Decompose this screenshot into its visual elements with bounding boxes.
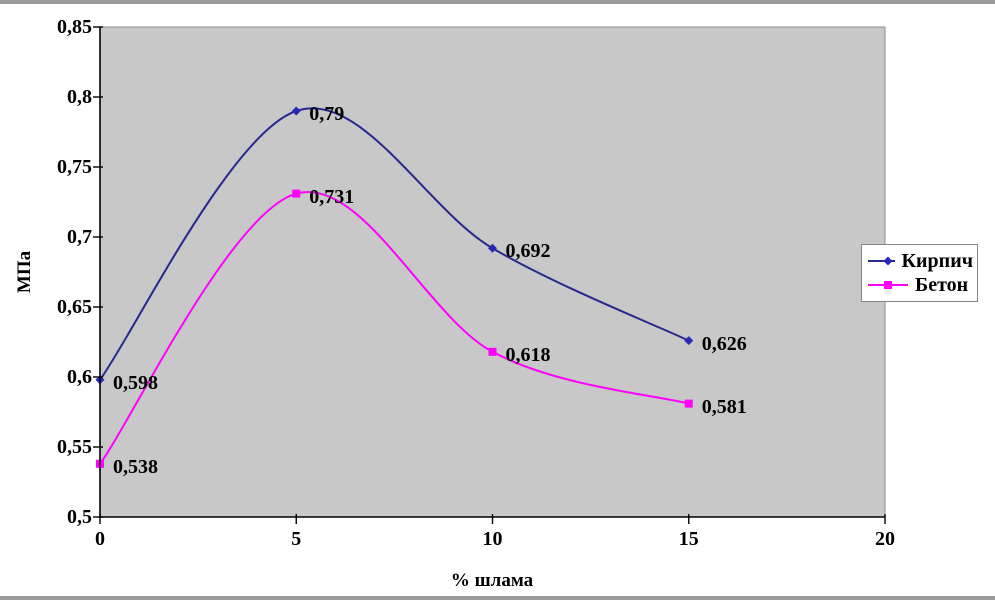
plot-area <box>99 26 886 518</box>
data-point-marker-diamond <box>684 336 694 346</box>
page-bottom-border <box>0 596 995 600</box>
y-axis-title: МПа <box>14 250 35 294</box>
data-label: 0,79 <box>309 103 345 125</box>
x-tick-label: 20 <box>875 528 895 550</box>
y-tick-label: 0,8 <box>67 86 92 108</box>
data-label: 0,731 <box>309 185 355 208</box>
data-label: 0,618 <box>505 343 551 366</box>
legend-item-kirpich: Кирпич <box>868 249 973 273</box>
data-point-marker-diamond <box>883 256 893 266</box>
y-tick-label: 0,5 <box>67 506 92 528</box>
legend-series-name: Бетон <box>915 274 969 296</box>
page-top-border <box>0 0 995 4</box>
x-axis-title: % шлама <box>450 570 534 591</box>
data-label: 0,538 <box>113 455 158 478</box>
data-label: 0,692 <box>505 240 551 263</box>
series-line-beton <box>99 190 690 465</box>
legend-line-diamond-marker-icon <box>868 256 895 266</box>
data-label: 0,598 <box>113 371 158 394</box>
x-tick-label: 10 <box>482 528 503 550</box>
y-tick-label: 0,85 <box>57 16 92 38</box>
data-label: 0,626 <box>701 332 747 355</box>
x-tick-label: 15 <box>678 528 699 550</box>
y-tick-label: 0,75 <box>57 156 92 178</box>
y-tick-label: 0,65 <box>57 296 92 318</box>
y-tick-label: 0,55 <box>57 436 92 458</box>
legend-line-square-marker-icon <box>868 281 908 289</box>
data-point-marker-square <box>488 347 497 356</box>
legend: Кирпич Бетон <box>861 244 978 302</box>
series-line-kirpich <box>99 107 690 381</box>
data-point-marker-diamond <box>291 106 301 116</box>
y-tick-label: 0,7 <box>67 226 92 248</box>
x-tick-label: 5 <box>291 528 302 550</box>
data-point-marker-square <box>292 189 301 198</box>
legend-series-name: Кирпич <box>901 250 973 272</box>
legend-item-beton: Бетон <box>868 273 973 297</box>
x-tick-label: 0 <box>95 528 105 550</box>
data-label: 0,581 <box>701 395 747 418</box>
data-point-marker-diamond <box>488 243 497 253</box>
y-tick-label: 0,6 <box>67 366 92 388</box>
data-point-marker-square <box>684 399 693 408</box>
data-point-marker-square <box>884 281 892 289</box>
